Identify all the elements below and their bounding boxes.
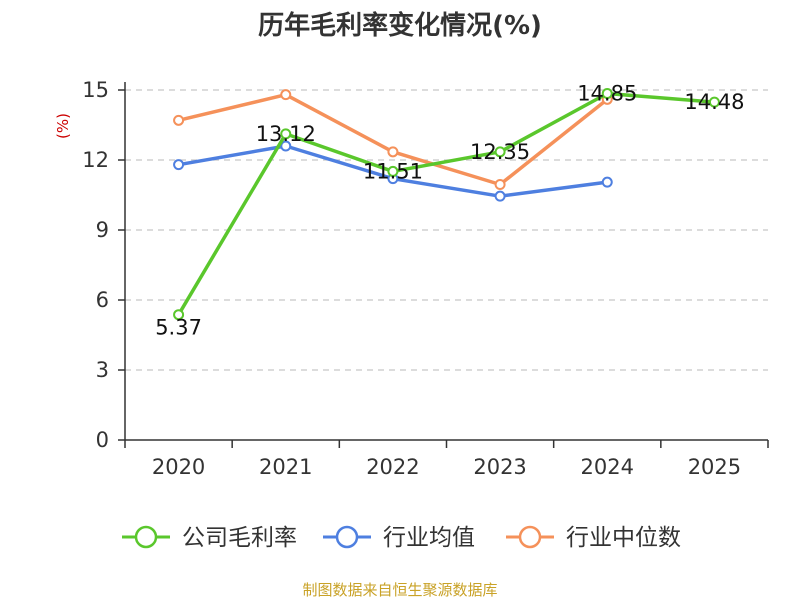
data-point [601, 176, 613, 188]
data-point [494, 179, 506, 190]
data-label: 13.12 [256, 122, 316, 146]
legend-marker [518, 525, 542, 549]
data-point [494, 146, 506, 158]
x-tick-labels: 2020 2021 2022 2023 2024 2025 [152, 455, 741, 479]
data-label: 5.37 [155, 316, 202, 340]
data-label: 12.35 [470, 140, 530, 164]
data-point [708, 96, 720, 108]
legend-marker [335, 525, 359, 549]
data-point [280, 140, 292, 152]
y-tick-label: 3 [96, 358, 109, 382]
data-point [601, 88, 613, 99]
legend-item-0: 公司毛利率 [122, 525, 297, 551]
data-label: 14.85 [577, 82, 637, 106]
y-tick-label: 0 [96, 428, 109, 452]
legend-label: 行业中位数 [566, 525, 681, 551]
series-line [177, 91, 715, 316]
data-label: 11.51 [363, 159, 423, 183]
y-axis-label: (%) [54, 113, 72, 139]
x-tick-label: 2024 [581, 455, 634, 479]
y-tick-labels: 0 3 6 9 12 15 [82, 78, 109, 452]
data-point [494, 190, 506, 202]
data-labels: 5.37 13.12 11.51 12.35 14.85 14.48 [155, 82, 744, 340]
y-tick-label: 12 [82, 148, 109, 172]
data-point [173, 159, 185, 171]
grid-lines [125, 89, 768, 371]
legend-item-1: 行业均值 [323, 525, 475, 551]
legend-marker [134, 525, 158, 549]
series-2 [173, 89, 613, 190]
legend-label: 行业均值 [383, 525, 475, 551]
legend-label: 公司毛利率 [182, 525, 297, 551]
legend: 公司毛利率 行业均值 行业中位数 [122, 525, 681, 551]
legend-item-2: 行业中位数 [506, 525, 681, 551]
source-note: 制图数据来自恒生聚源数据库 [302, 581, 497, 599]
axes [118, 82, 769, 448]
x-tick-label: 2022 [366, 455, 419, 479]
x-tick-label: 2021 [259, 455, 312, 479]
series-0 [173, 88, 720, 321]
x-tick-label: 2020 [152, 455, 205, 479]
data-point [280, 128, 292, 140]
x-tick-label: 2025 [688, 455, 741, 479]
x-tick-label: 2023 [473, 455, 526, 479]
chart-title: 历年毛利率变化情况(%) [258, 10, 542, 41]
data-label: 14.48 [684, 90, 744, 114]
y-tick-label: 9 [96, 218, 109, 242]
series-lines [173, 88, 720, 321]
data-point [280, 89, 292, 101]
y-tick-label: 15 [82, 78, 109, 102]
data-point [173, 309, 185, 321]
y-tick-label: 6 [96, 288, 109, 312]
data-point [173, 114, 185, 126]
data-point [387, 165, 399, 177]
data-point [387, 146, 399, 158]
